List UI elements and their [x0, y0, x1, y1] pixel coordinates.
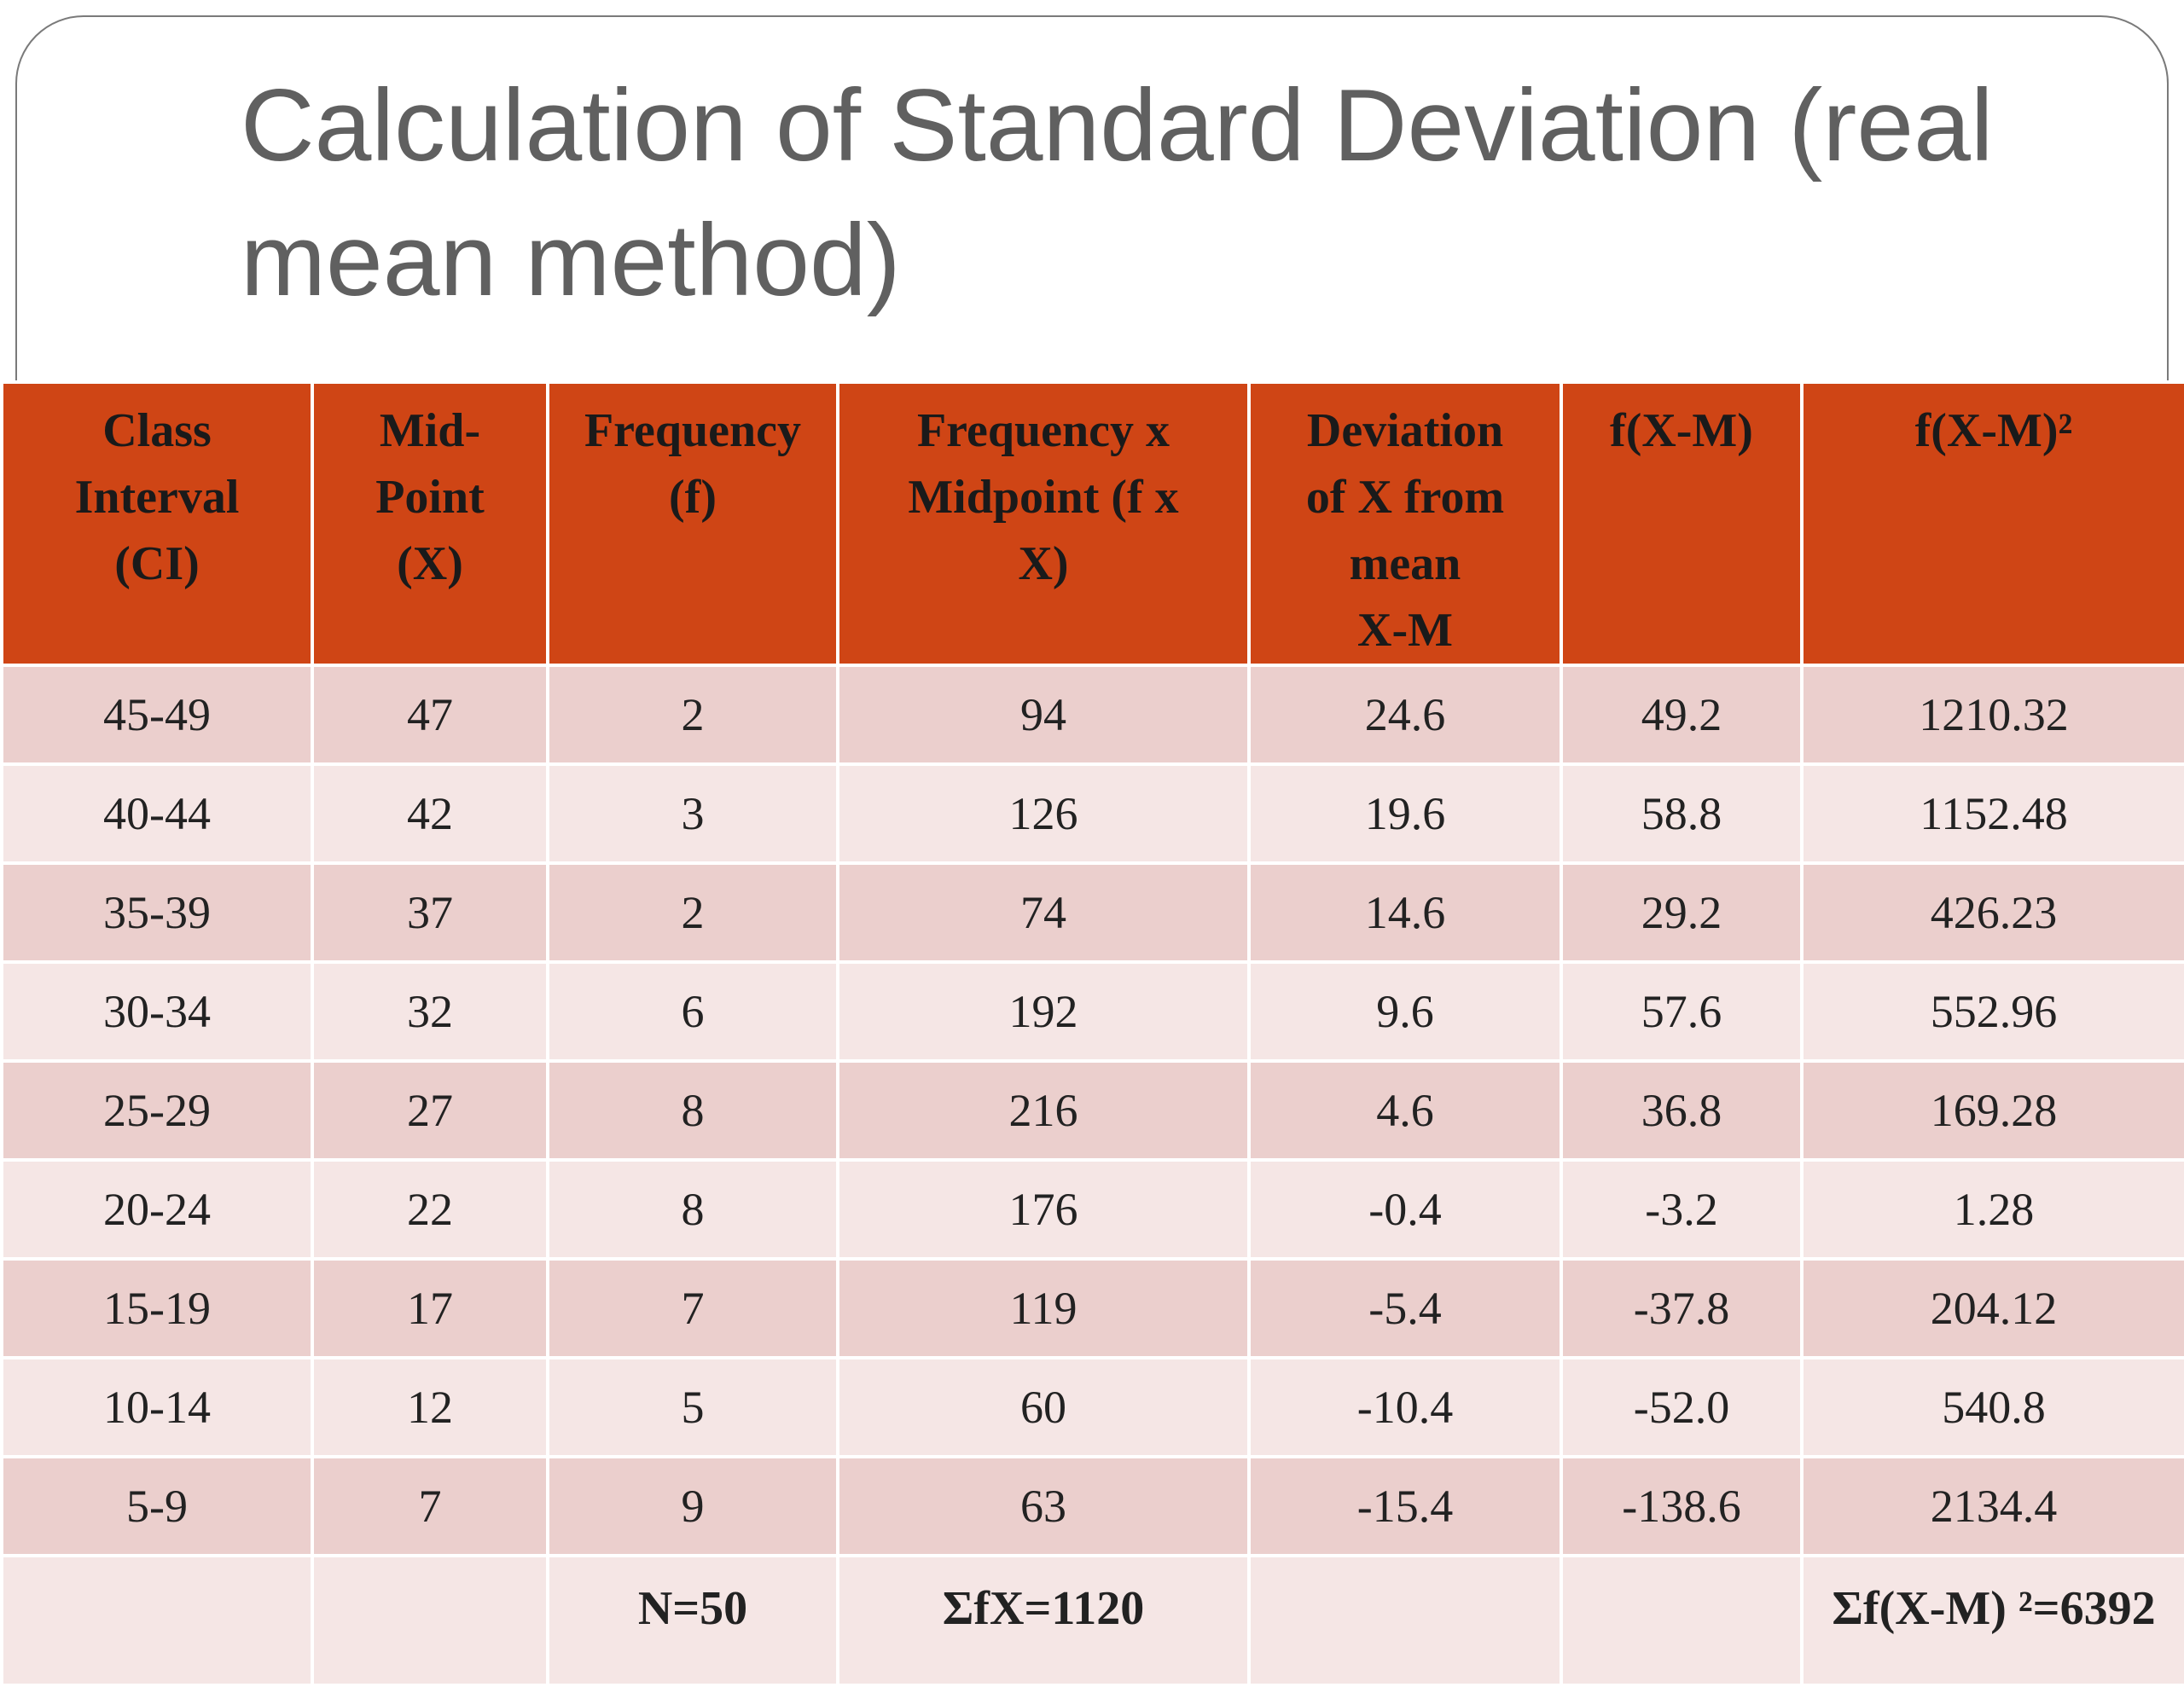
table-cell: 29.2: [1560, 861, 1804, 964]
table-row: 20-24 22 8 176 -0.4 -3.2 1.28: [0, 1158, 2184, 1261]
table-cell: -37.8: [1560, 1257, 1804, 1359]
table-cell: 204.12: [1800, 1257, 2184, 1359]
table-cell: 7: [546, 1257, 839, 1359]
totals-cell: [1247, 1554, 1563, 1687]
table-cell: 27: [311, 1059, 549, 1162]
table-cell: 25-29: [0, 1059, 314, 1162]
totals-cell: [1560, 1554, 1804, 1687]
table-row: 10-14 12 5 60 -10.4 -52.0 540.8: [0, 1356, 2184, 1458]
table-cell: 49.2: [1560, 664, 1804, 766]
total-fx: ΣfX=1120: [836, 1554, 1251, 1687]
total-frequency: N=50: [546, 1554, 839, 1687]
table-cell: 176: [836, 1158, 1251, 1261]
table-cell: 5-9: [0, 1455, 314, 1557]
table-cell: -138.6: [1560, 1455, 1804, 1557]
table-cell: 119: [836, 1257, 1251, 1359]
table-cell: 126: [836, 762, 1251, 865]
total-f-x-minus-m-squared: Σf(X-M) ²=6392: [1800, 1554, 2184, 1687]
table-cell: 9: [546, 1455, 839, 1557]
table-row: 45-49 47 2 94 24.6 49.2 1210.32: [0, 664, 2184, 766]
table-cell: 552.96: [1800, 960, 2184, 1063]
table-cell: 10-14: [0, 1356, 314, 1458]
table-cell: 40-44: [0, 762, 314, 865]
table-cell: 6: [546, 960, 839, 1063]
table-cell: -10.4: [1247, 1356, 1563, 1458]
table-cell: -5.4: [1247, 1257, 1563, 1359]
header-frequency: Frequency (f): [546, 380, 839, 667]
header-class-interval: Class Interval (CI): [0, 380, 314, 667]
table-cell: 192: [836, 960, 1251, 1063]
table-cell: 37: [311, 861, 549, 964]
table-cell: 12: [311, 1356, 549, 1458]
table-cell: 14.6: [1247, 861, 1563, 964]
table-cell: 22: [311, 1158, 549, 1261]
table-cell: 2134.4: [1800, 1455, 2184, 1557]
table-cell: 7: [311, 1455, 549, 1557]
table-cell: 63: [836, 1455, 1251, 1557]
table-cell: -0.4: [1247, 1158, 1563, 1261]
table-cell: 2: [546, 664, 839, 766]
table-cell: 60: [836, 1356, 1251, 1458]
table-cell: 3: [546, 762, 839, 865]
table-cell: 216: [836, 1059, 1251, 1162]
table-cell: 5: [546, 1356, 839, 1458]
table-cell: 19.6: [1247, 762, 1563, 865]
table-cell: 17: [311, 1257, 549, 1359]
table-cell: 1152.48: [1800, 762, 2184, 865]
table-row: 40-44 42 3 126 19.6 58.8 1152.48: [0, 762, 2184, 865]
header-frequency-x-midpoint: Frequency x Midpoint (f x X): [836, 380, 1251, 667]
table-cell: 2: [546, 861, 839, 964]
table-cell: 8: [546, 1059, 839, 1162]
header-row: Class Interval (CI) Mid- Point (X) Frequ…: [0, 380, 2184, 667]
table-cell: 32: [311, 960, 549, 1063]
totals-row: N=50 ΣfX=1120 Σf(X-M) ²=6392: [0, 1554, 2184, 1687]
header-deviation: Deviation of X from mean X-M: [1247, 380, 1563, 667]
table-cell: 15-19: [0, 1257, 314, 1359]
table-cell: 36.8: [1560, 1059, 1804, 1162]
table-cell: 42: [311, 762, 549, 865]
table-cell: 1.28: [1800, 1158, 2184, 1261]
slide-title: Calculation of Standard Deviation (real …: [241, 68, 1994, 317]
table-cell: -52.0: [1560, 1356, 1804, 1458]
table-cell: -3.2: [1560, 1158, 1804, 1261]
table-cell: 45-49: [0, 664, 314, 766]
header-mid-point: Mid- Point (X): [311, 380, 549, 667]
table-cell: 47: [311, 664, 549, 766]
header-f-x-minus-m: f(X-M): [1560, 380, 1804, 667]
table-cell: 57.6: [1560, 960, 1804, 1063]
table-cell: 30-34: [0, 960, 314, 1063]
totals-cell: [311, 1554, 549, 1687]
table-cell: 8: [546, 1158, 839, 1261]
table-cell: 4.6: [1247, 1059, 1563, 1162]
table-row: 5-9 7 9 63 -15.4 -138.6 2134.4: [0, 1455, 2184, 1557]
table-cell: 169.28: [1800, 1059, 2184, 1162]
totals-cell: [0, 1554, 314, 1687]
table-row: 35-39 37 2 74 14.6 29.2 426.23: [0, 861, 2184, 964]
table-cell: 24.6: [1247, 664, 1563, 766]
table-row: 25-29 27 8 216 4.6 36.8 169.28: [0, 1059, 2184, 1162]
table-cell: 20-24: [0, 1158, 314, 1261]
table-cell: 9.6: [1247, 960, 1563, 1063]
table-row: 30-34 32 6 192 9.6 57.6 552.96: [0, 960, 2184, 1063]
table-cell: -15.4: [1247, 1455, 1563, 1557]
table-cell: 94: [836, 664, 1251, 766]
table-cell: 540.8: [1800, 1356, 2184, 1458]
table-row: 15-19 17 7 119 -5.4 -37.8 204.12: [0, 1257, 2184, 1359]
table-cell: 1210.32: [1800, 664, 2184, 766]
standard-deviation-table: Class Interval (CI) Mid- Point (X) Frequ…: [0, 380, 2184, 1687]
table-cell: 426.23: [1800, 861, 2184, 964]
header-f-x-minus-m-squared: f(X-M)²: [1800, 380, 2184, 667]
table-cell: 35-39: [0, 861, 314, 964]
table-cell: 74: [836, 861, 1251, 964]
table-cell: 58.8: [1560, 762, 1804, 865]
table-body: 45-49 47 2 94 24.6 49.2 1210.32 40-44 42…: [0, 664, 2184, 1687]
